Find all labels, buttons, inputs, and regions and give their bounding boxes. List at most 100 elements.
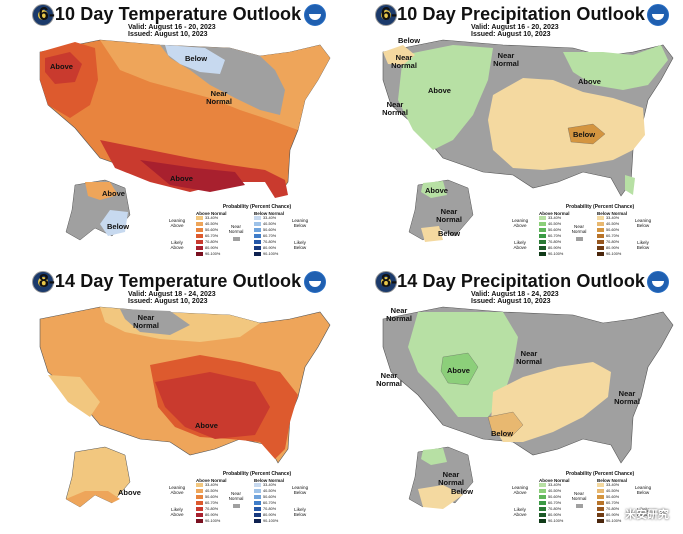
legend-swatch-below	[597, 246, 604, 250]
label-above-southeast: Above	[195, 421, 218, 430]
valid-date: Valid: August 18 - 24, 2023	[128, 291, 216, 298]
legend-bin-label: 60-70%	[205, 233, 219, 238]
legend-bin-label: 60-70%	[205, 500, 219, 505]
legend-swatch-below	[597, 513, 604, 517]
label-near-normal-north: Near Normal	[493, 51, 519, 68]
label-above-alaska: Above	[118, 488, 141, 497]
legend-bin-label: 90-100%	[263, 251, 279, 256]
legend-swatch-below	[254, 519, 261, 523]
legend: Probability (Percent Chance) Above Norma…	[512, 471, 665, 527]
legend-bin-label: 90-100%	[548, 518, 564, 523]
map-814-precipitation	[382, 306, 674, 509]
legend-likely-above: Likely Above	[170, 240, 184, 250]
legend-bin-label: 40-50%	[548, 488, 562, 493]
label-near-normal-west: Near Normal	[382, 100, 408, 117]
label-above-alaska: Above	[425, 186, 448, 195]
legend-bin-label: 60-70%	[548, 233, 562, 238]
legend-bin-label: 80-90%	[606, 512, 620, 517]
legend-likely-above: Likely Above	[513, 240, 527, 250]
panel-title: 8-14 Day Precipitation Outlook	[380, 271, 646, 291]
legend-near-swatch	[576, 504, 583, 508]
legend: Probability (Percent Chance) Above Norma…	[512, 204, 665, 260]
label-above-south: Above	[170, 174, 193, 183]
label-near-normal-central: Near Normal	[516, 349, 542, 366]
legend-above-head: Above Normal	[196, 478, 227, 483]
panel-title: 6-10 Day Temperature Outlook	[38, 4, 302, 24]
legend-swatch-above	[539, 222, 546, 226]
legend-swatch-below	[597, 240, 604, 244]
legend-title: Probability (Percent Chance)	[565, 204, 635, 210]
legend-bin-label: 90-100%	[606, 251, 622, 256]
legend-bin-label: 70-80%	[205, 239, 219, 244]
legend: Probability (Percent Chance) Above Norma…	[169, 204, 322, 260]
legend-bin-label: 40-50%	[606, 488, 620, 493]
legend-near-normal: Near Normal	[571, 224, 587, 234]
label-near-normal-nw: Near Normal	[391, 53, 417, 70]
legend-swatch-above	[539, 234, 546, 238]
legend-above-head: Above Normal	[539, 478, 570, 483]
map-610-temperature	[39, 39, 331, 241]
label-near-normal-alaska: Near Normal	[436, 207, 462, 224]
legend-swatch-below	[254, 246, 261, 250]
legend-swatch-below	[597, 234, 604, 238]
label-below-alaska: Below	[451, 487, 474, 496]
legend-bin-label: 90-100%	[205, 251, 221, 256]
legend-bin-label: 90-100%	[263, 518, 279, 523]
panel-610-precipitation: 6-10 Day Precipitation Outlook Valid: Au…	[343, 0, 683, 265]
legend-below-head: Below Normal	[597, 211, 628, 216]
noaa-logo-icon	[647, 4, 669, 26]
map-610-precipitation	[382, 39, 674, 242]
legend-bin-label: 90-100%	[606, 518, 622, 523]
label-above-central: Above	[447, 366, 470, 375]
legend-swatch-above	[539, 495, 546, 499]
legend-swatch-below	[254, 228, 261, 232]
label-near-normal-east: Near Normal	[614, 389, 640, 406]
legend-bin-label: 80-90%	[263, 512, 277, 517]
legend-bin-label: 33-40%	[606, 482, 620, 487]
legend-swatch-below	[254, 489, 261, 493]
legend-bin-label: 80-90%	[263, 245, 277, 250]
legend-swatch-above	[196, 513, 203, 517]
panel-814-temperature: 8-14 Day Temperature Outlook Valid: Augu…	[0, 267, 340, 532]
legend-swatch-above	[539, 483, 546, 487]
legend-title: Probability (Percent Chance)	[222, 471, 292, 477]
legend-bin-label: 50-60%	[606, 227, 620, 232]
legend-swatch-below	[254, 507, 261, 511]
legend-bin-label: 50-60%	[548, 227, 562, 232]
legend-leaning-below: Leaning Below	[291, 485, 309, 495]
legend-swatch-above	[539, 228, 546, 232]
legend-swatch-above	[539, 507, 546, 511]
legend-near-swatch	[233, 504, 240, 508]
legend-bin-label: 40-50%	[606, 221, 620, 226]
issued-date: Issued: August 10, 2023	[128, 31, 208, 38]
legend-swatch-above	[539, 489, 546, 493]
label-near-normal-ne: Near Normal	[206, 89, 232, 106]
legend-bin-label: 60-70%	[263, 500, 277, 505]
legend-bin-label: 40-50%	[263, 488, 277, 493]
legend-bin-label: 60-70%	[548, 500, 562, 505]
legend-leaning-above: Leaning Above	[168, 218, 186, 228]
legend-near-normal: Near Normal	[228, 224, 244, 234]
legend-bin-label: 40-50%	[548, 221, 562, 226]
legend-below-head: Below Normal	[597, 478, 628, 483]
legend-swatch-below	[254, 222, 261, 226]
legend-bin-label: 33-40%	[548, 215, 562, 220]
label-below-north: Below	[185, 54, 208, 63]
legend-swatch-above	[196, 246, 203, 250]
legend-swatch-below	[597, 228, 604, 232]
legend-above-head: Above Normal	[196, 211, 227, 216]
valid-date: Valid: August 16 - 20, 2023	[128, 24, 216, 31]
legend-swatch-below	[597, 483, 604, 487]
legend-bin-label: 70-80%	[263, 239, 277, 244]
noaa-logo-icon	[647, 271, 669, 293]
legend-bin-label: 50-60%	[263, 227, 277, 232]
noaa-logo-icon	[304, 4, 326, 26]
panel-title: 6-10 Day Precipitation Outlook	[380, 4, 646, 24]
legend-bin-label: 70-80%	[263, 506, 277, 511]
watermark: 米安研究	[625, 509, 669, 521]
legend-swatch-below	[254, 216, 261, 220]
legend-swatch-above	[196, 216, 203, 220]
legend-swatch-above	[196, 234, 203, 238]
legend-likely-above: Likely Above	[513, 507, 527, 517]
legend-likely-below: Likely Below	[293, 507, 307, 517]
